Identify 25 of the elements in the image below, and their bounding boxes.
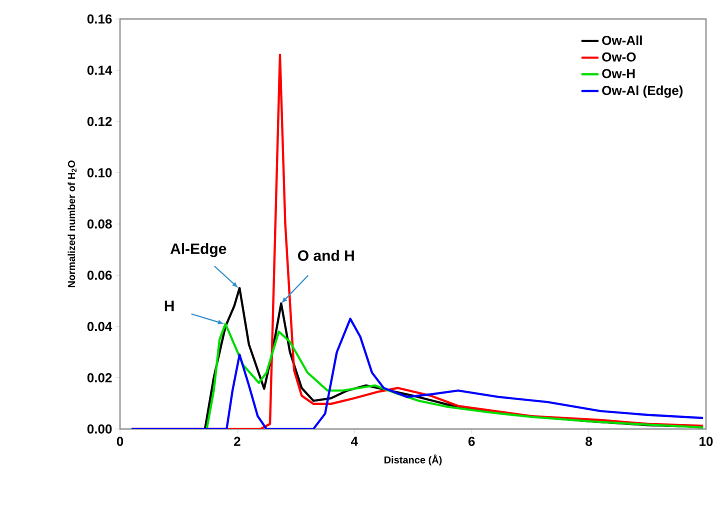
y-tick-label: 0.14 (87, 66, 112, 75)
line-series (130, 318, 704, 429)
annotation: O and H (298, 250, 354, 261)
y-tick-label: 0.02 (87, 373, 112, 382)
x-axis-title: Distance (Å) (384, 454, 442, 466)
x-tick-label: 4 (350, 436, 358, 446)
y-axis-title: Normalized number of H$_{2}$O (68, 160, 76, 288)
x-tick-label: 0 (116, 436, 124, 446)
legend-label: Ow-Al (Edge) (602, 86, 683, 98)
x-tick-label: 6 (468, 436, 475, 446)
x-tick-label: 8 (586, 436, 592, 446)
y-tick-label: 0.10 (87, 168, 112, 178)
x-tick-label: 10 (700, 436, 713, 446)
legend-label: Ow-All (602, 35, 642, 46)
x-tick-label: 2 (234, 436, 240, 446)
legend-label: Ow-O (602, 52, 636, 62)
y-tick-label: 0.12 (87, 116, 112, 126)
y-tick-label: 0.00 (87, 424, 112, 434)
y-tick-label: 0.08 (87, 219, 112, 229)
y-tick-label: 0.06 (87, 270, 112, 280)
y-tick-label: 0.04 (87, 322, 112, 332)
y-tick-label: 0.16 (87, 14, 112, 24)
annotation: H (164, 300, 174, 312)
legend-label: Ow-H (602, 68, 635, 78)
annotation: Al-Edge (170, 243, 226, 258)
